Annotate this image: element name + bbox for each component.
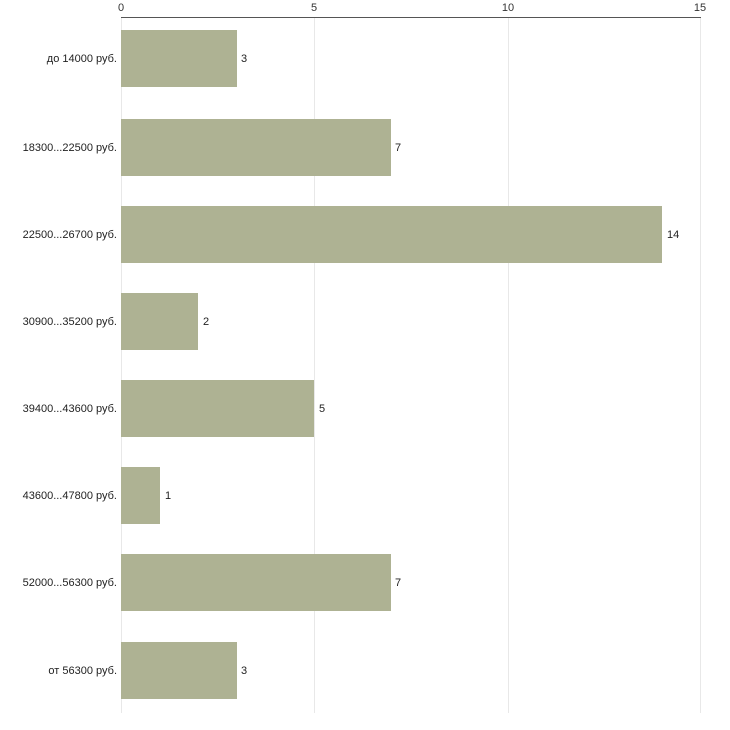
bar[interactable] — [121, 206, 662, 263]
bar-value-label: 1 — [165, 490, 172, 502]
x-axis-line — [121, 17, 701, 18]
gridline-0 — [121, 18, 122, 713]
bar-value-label: 7 — [395, 577, 402, 589]
gridline-3 — [700, 18, 701, 713]
gridline-2 — [508, 18, 509, 713]
bar-value-label: 2 — [203, 316, 210, 328]
bar[interactable] — [121, 642, 237, 699]
x-tick-label-1: 5 — [310, 2, 318, 14]
category-label: 22500...26700 руб. — [22, 229, 117, 241]
bar[interactable] — [121, 119, 391, 176]
category-label: 30900...35200 руб. — [22, 316, 117, 328]
bar[interactable] — [121, 467, 160, 524]
bar[interactable] — [121, 293, 198, 350]
category-label: 52000...56300 руб. — [22, 577, 117, 589]
bar[interactable] — [121, 554, 391, 611]
x-tick-label-0: 0 — [117, 2, 125, 14]
category-label: до 14000 руб. — [46, 53, 117, 65]
bar-value-label: 14 — [667, 229, 680, 241]
category-label: 39400...43600 руб. — [22, 403, 117, 415]
bar-value-label: 7 — [395, 142, 402, 154]
bar-value-label: 3 — [241, 665, 248, 677]
category-label: от 56300 руб. — [48, 665, 117, 677]
bar[interactable] — [121, 30, 237, 87]
gridline-1 — [314, 18, 315, 713]
bar[interactable] — [121, 380, 314, 437]
x-tick-label-3: 15 — [693, 2, 707, 14]
x-tick-label-2: 10 — [501, 2, 515, 14]
category-label: 43600...47800 руб. — [22, 490, 117, 502]
bar-value-label: 3 — [241, 53, 248, 65]
category-label: 18300...22500 руб. — [22, 142, 117, 154]
bar-value-label: 5 — [319, 403, 326, 415]
